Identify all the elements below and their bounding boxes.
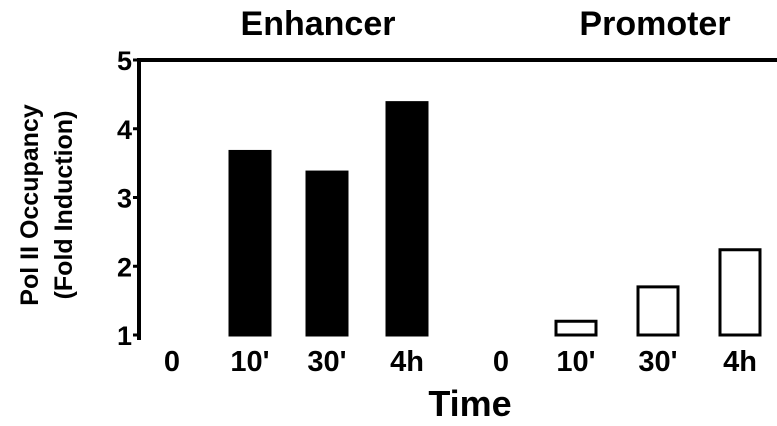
x-tick-label: 4h — [723, 346, 757, 378]
bar-enhancer-2 — [305, 170, 349, 337]
x-tick-labels: 0 10' 30' 4h 0 10' 30' 4h — [164, 346, 757, 378]
x-tick-label: 30' — [638, 346, 677, 378]
bar-promoter-3 — [718, 248, 762, 337]
x-tick-label: 10' — [230, 346, 269, 378]
y-axis-title-line2: (Fold Induction) — [50, 111, 78, 300]
bar-enhancer-1 — [228, 149, 272, 337]
x-tick-label: 0 — [493, 346, 509, 378]
y-tick-label: 3 — [117, 184, 132, 214]
group-label-promoter: Promoter — [579, 5, 730, 43]
bar-enhancer-3 — [385, 101, 429, 337]
y-tick-label: 1 — [117, 321, 132, 351]
x-tick-label: 30' — [307, 346, 346, 378]
group-label-enhancer: Enhancer — [241, 5, 396, 43]
y-tick-label: 5 — [117, 46, 132, 76]
bar-promoter-2 — [636, 285, 680, 337]
bar-promoter-1 — [554, 319, 598, 337]
y-ticks: 1 2 3 4 5 — [117, 46, 139, 351]
y-tick-label: 4 — [117, 115, 132, 145]
bars — [228, 101, 762, 337]
x-axis-title: Time — [428, 383, 511, 424]
x-tick-label: 4h — [390, 346, 424, 378]
y-axis-title-line1: Pol II Occupancy — [16, 104, 44, 306]
x-tick-label: 10' — [556, 346, 595, 378]
y-tick-label: 2 — [117, 252, 132, 282]
x-tick-label: 0 — [164, 346, 180, 378]
